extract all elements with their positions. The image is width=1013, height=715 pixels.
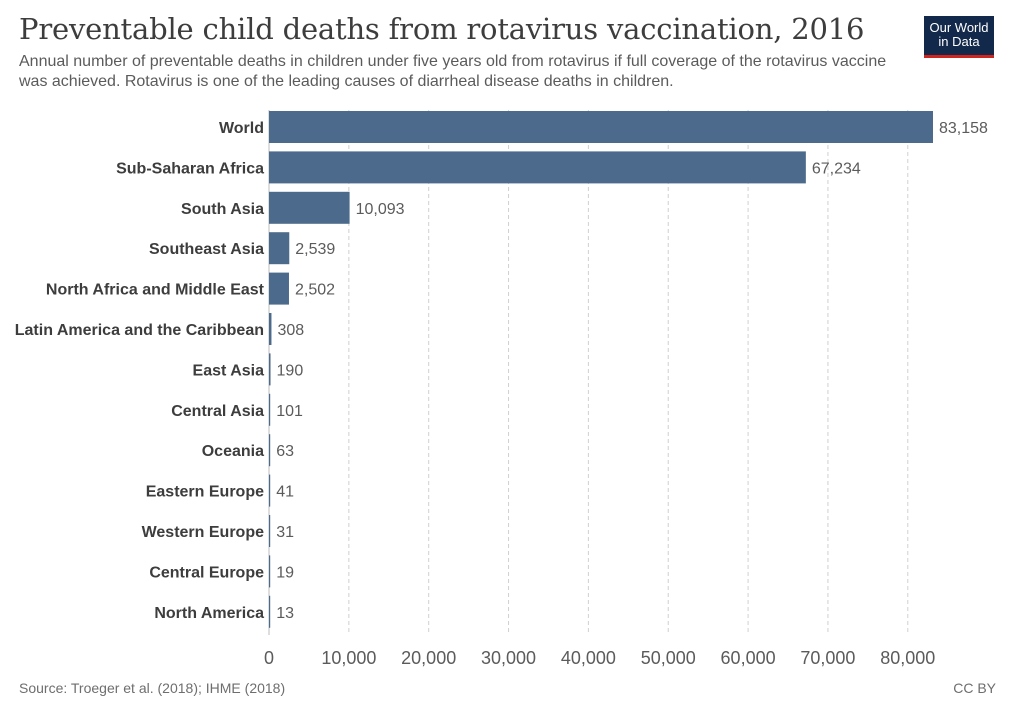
bar bbox=[269, 434, 271, 467]
x-tick-label: 70,000 bbox=[800, 648, 855, 668]
value-label: 67,234 bbox=[812, 160, 861, 177]
bar bbox=[269, 515, 271, 547]
x-tick-label: 20,000 bbox=[401, 648, 456, 668]
category-label: Central Europe bbox=[149, 564, 264, 581]
chart-subtitle: Annual number of preventable deaths in c… bbox=[19, 53, 887, 90]
value-label: 2,539 bbox=[295, 241, 335, 258]
category-label: Central Asia bbox=[171, 403, 264, 420]
x-tick-label: 0 bbox=[264, 648, 274, 668]
owid-logo[interactable]: Our World in Data bbox=[924, 16, 994, 58]
value-label: 41 bbox=[276, 484, 294, 501]
category-label: East Asia bbox=[193, 362, 265, 379]
category-label: North America bbox=[154, 605, 264, 622]
category-label: Southeast Asia bbox=[149, 241, 264, 258]
category-label: Oceania bbox=[202, 443, 264, 460]
x-tick-label: 10,000 bbox=[321, 648, 376, 668]
value-label: 308 bbox=[277, 322, 304, 339]
chart-title: Preventable child deaths from rotavirus … bbox=[19, 12, 865, 46]
bar bbox=[269, 111, 933, 143]
x-tick-label: 30,000 bbox=[481, 648, 536, 668]
category-label: Eastern Europe bbox=[146, 484, 264, 501]
value-label: 31 bbox=[276, 524, 294, 541]
bar bbox=[269, 555, 271, 588]
value-label: 2,502 bbox=[295, 282, 335, 299]
category-label: Sub-Saharan Africa bbox=[116, 160, 264, 177]
value-label: 13 bbox=[276, 605, 294, 622]
bar bbox=[269, 151, 806, 184]
bar bbox=[269, 191, 350, 224]
bar bbox=[269, 272, 289, 305]
value-label: 10,093 bbox=[356, 201, 405, 218]
bar bbox=[269, 595, 271, 628]
value-label: 190 bbox=[277, 362, 304, 379]
value-label: 101 bbox=[276, 403, 303, 420]
logo-line-1: Our World bbox=[929, 20, 989, 35]
x-tick-label: 40,000 bbox=[561, 648, 616, 668]
bar bbox=[269, 313, 272, 345]
logo-line-2: in Data bbox=[938, 34, 980, 49]
bar bbox=[269, 393, 271, 426]
x-tick-label: 80,000 bbox=[880, 648, 935, 668]
category-label: Western Europe bbox=[142, 524, 265, 541]
source-note[interactable]: Source: Troeger et al. (2018); IHME (201… bbox=[19, 680, 286, 696]
license-link[interactable]: CC BY bbox=[953, 680, 996, 696]
value-label: 63 bbox=[276, 443, 294, 460]
bar bbox=[269, 474, 271, 507]
bar bbox=[269, 353, 271, 386]
value-label: 19 bbox=[276, 564, 294, 581]
x-tick-label: 50,000 bbox=[641, 648, 696, 668]
value-label: 83,158 bbox=[939, 120, 988, 137]
category-label: South Asia bbox=[181, 201, 264, 218]
x-tick-label: 60,000 bbox=[721, 648, 776, 668]
bar bbox=[269, 232, 290, 265]
category-label: World bbox=[219, 120, 264, 137]
category-label: North Africa and Middle East bbox=[46, 282, 265, 299]
category-label: Latin America and the Caribbean bbox=[15, 322, 264, 339]
